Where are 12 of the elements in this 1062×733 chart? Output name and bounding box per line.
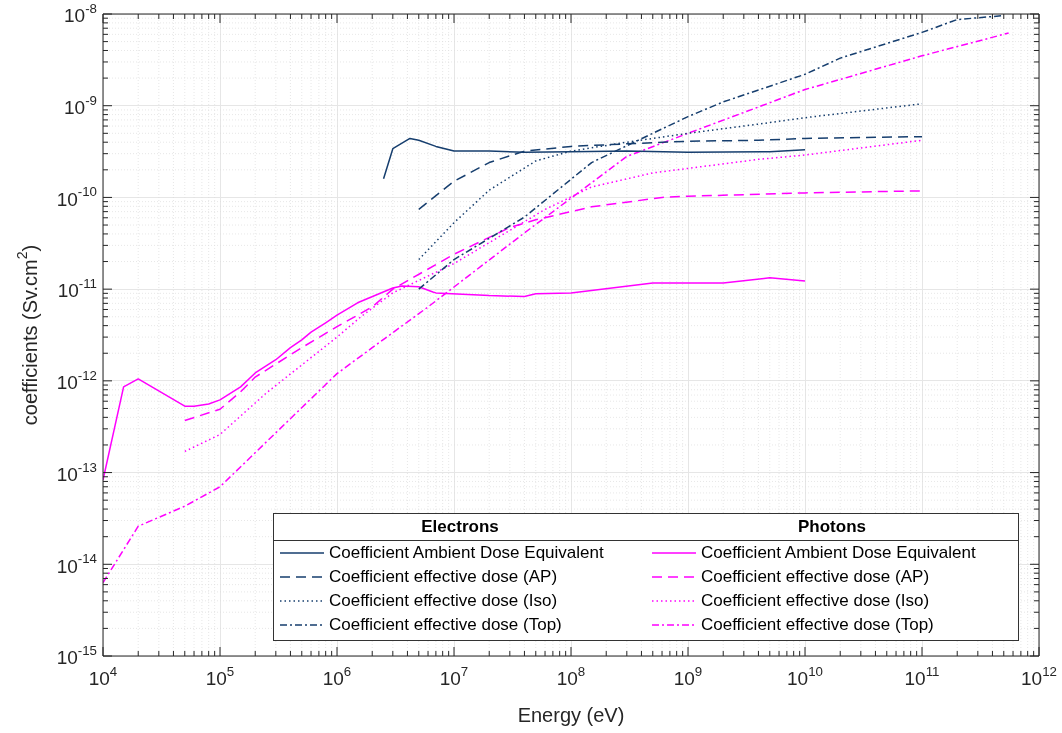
y-axis-title: coefficients (Sv.cm2) <box>13 244 41 426</box>
legend-label: Coefficient effective dose (AP) <box>701 567 930 587</box>
legend-label: Coefficient effective dose (AP) <box>329 567 558 587</box>
legend-label: Coefficient effective dose (Top) <box>701 615 934 635</box>
annotation: Photons <box>797 516 867 538</box>
legend-label: Coefficient effective dose (Iso) <box>329 591 558 611</box>
legend-label: Coefficient effective dose (Top) <box>329 615 562 635</box>
legend-label: Coefficient effective dose (Iso) <box>701 591 930 611</box>
legend-label: Coefficient Ambient Dose Equivalent <box>329 543 604 563</box>
x-axis-title: Energy (eV) <box>517 703 625 726</box>
annotation: Electrons <box>420 516 500 538</box>
legend-label: Coefficient Ambient Dose Equivalent <box>701 543 976 563</box>
